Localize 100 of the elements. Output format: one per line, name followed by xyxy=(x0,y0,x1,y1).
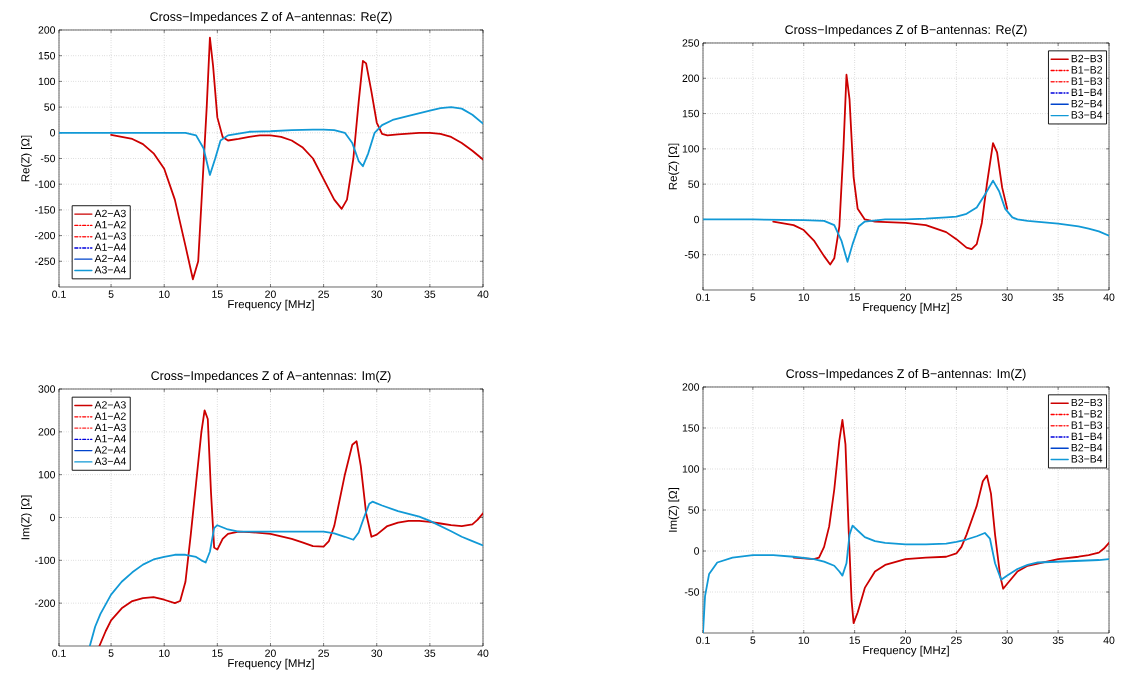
legend-label: A3−A4 xyxy=(94,266,126,274)
y-tick-label: 50 xyxy=(688,180,700,188)
legend-label: B2−B4 xyxy=(1071,99,1103,108)
x-tick-label: 10 xyxy=(159,649,170,657)
x-tick-label: 25 xyxy=(951,293,962,301)
x-tick-label: 15 xyxy=(849,636,860,644)
y-axis-title: Im(Z) [Ω] xyxy=(668,488,680,532)
x-tick-label: 25 xyxy=(318,649,329,657)
x-tick-label: 10 xyxy=(798,636,810,644)
y-tick-label: 300 xyxy=(38,385,56,393)
legend-label: A1−A3 xyxy=(94,232,126,240)
x-tick-label: 35 xyxy=(1052,636,1064,644)
y-tick-label: -200 xyxy=(35,231,56,240)
x-tick-label: 15 xyxy=(212,290,223,298)
y-axis-title: Im(Z) [Ω] xyxy=(21,495,32,540)
y-tick-label: 0 xyxy=(50,513,56,522)
x-tick-label: 0.1 xyxy=(52,290,66,298)
y-tick-label: 150 xyxy=(38,52,56,60)
y-tick-label: -50 xyxy=(40,154,56,163)
y-axis-title: Re(Z) [Ω] xyxy=(668,143,680,190)
x-tick-label: 25 xyxy=(951,636,962,644)
x-tick-label: 5 xyxy=(750,636,756,644)
x-axis-title: Frequency [MHz] xyxy=(863,645,949,657)
x-tick-label: 10 xyxy=(159,290,170,298)
x-tick-label: 40 xyxy=(1103,293,1115,301)
x-tick-label: 40 xyxy=(477,649,489,657)
legend-label: A1−A2 xyxy=(94,221,126,229)
x-tick-label: 40 xyxy=(477,290,489,298)
y-tick-label: 200 xyxy=(682,74,700,82)
y-tick-label: 100 xyxy=(682,145,700,153)
x-tick-label: 30 xyxy=(371,649,383,657)
y-tick-label: 200 xyxy=(682,383,700,391)
x-tick-label: 40 xyxy=(1103,636,1115,644)
y-tick-label: 50 xyxy=(688,506,700,514)
chart-title: Cross−Impedances Z of A−antennas: Im(Z) xyxy=(151,370,391,383)
legend-label: B1−B2 xyxy=(1071,410,1103,418)
x-tick-label: 30 xyxy=(1001,636,1013,644)
x-tick-label: 0.1 xyxy=(696,636,710,644)
y-tick-label: 100 xyxy=(682,465,700,473)
x-tick-label: 35 xyxy=(424,290,436,298)
legend-label: A2−A4 xyxy=(94,254,126,263)
y-axis-title: Re(Z) [Ω] xyxy=(21,135,32,182)
legend-label: A2−A3 xyxy=(94,401,126,409)
legend-label: A1−A3 xyxy=(94,423,126,432)
legend-label: B2−B4 xyxy=(1071,443,1103,452)
x-tick-label: 35 xyxy=(1052,293,1064,301)
legend-label: B1−B3 xyxy=(1071,421,1103,429)
legend-label: B1−B2 xyxy=(1071,66,1103,74)
x-tick-label: 10 xyxy=(798,293,810,301)
x-tick-label: 0.1 xyxy=(52,649,66,657)
x-tick-label: 5 xyxy=(108,649,114,657)
y-tick-label: 250 xyxy=(682,39,700,47)
y-tick-label: -100 xyxy=(35,556,56,565)
legend-label: B1−B4 xyxy=(1071,432,1103,440)
x-tick-label: 30 xyxy=(371,290,383,298)
legend-label: A1−A4 xyxy=(94,243,126,251)
line-series xyxy=(703,179,1110,263)
legend-label: B2−B3 xyxy=(1071,54,1103,63)
x-tick-label: 35 xyxy=(424,649,436,657)
y-tick-label: 150 xyxy=(682,109,700,118)
y-tick-label: -50 xyxy=(684,588,700,596)
x-axis-title: Frequency [MHz] xyxy=(228,658,314,670)
y-tick-label: 0 xyxy=(694,215,700,224)
y-tick-label: 200 xyxy=(38,26,56,34)
y-tick-label: 200 xyxy=(38,428,56,436)
x-axis-title: Frequency [MHz] xyxy=(228,299,314,311)
y-tick-label: -150 xyxy=(35,206,56,214)
legend-label: B1−B4 xyxy=(1071,88,1103,96)
x-tick-label: 0.1 xyxy=(696,293,710,301)
chart-title: Cross−Impedances Z of B−antennas: Im(Z) xyxy=(786,368,1026,381)
y-tick-label: 0 xyxy=(694,547,700,555)
legend-label: A1−A4 xyxy=(94,435,126,443)
line-series xyxy=(792,418,1110,625)
line-series xyxy=(772,73,1009,266)
x-tick-label: 30 xyxy=(1001,293,1013,301)
legend-label: B3−B4 xyxy=(1071,455,1103,463)
y-tick-label: 150 xyxy=(682,424,700,432)
x-tick-label: 20 xyxy=(265,649,276,657)
legend-label: A1−A2 xyxy=(94,412,126,420)
y-tick-label: -50 xyxy=(684,251,700,259)
legend-label: A2−A4 xyxy=(94,446,126,454)
y-tick-label: -100 xyxy=(35,180,56,188)
y-tick-label: -250 xyxy=(35,257,56,266)
y-tick-label: -200 xyxy=(35,599,56,607)
x-tick-label: 5 xyxy=(750,293,756,301)
legend-label: A2−A3 xyxy=(94,209,126,218)
x-axis-title: Frequency [MHz] xyxy=(863,302,949,314)
chart-title: Cross−Impedances Z of A−antennas: Re(Z) xyxy=(150,11,392,24)
legend-label: A3−A4 xyxy=(94,457,126,465)
legend-label: B2−B3 xyxy=(1071,398,1103,407)
x-tick-label: 5 xyxy=(108,290,114,298)
legend-label: B3−B4 xyxy=(1071,111,1103,119)
x-tick-label: 20 xyxy=(900,293,911,301)
x-tick-label: 25 xyxy=(318,290,329,298)
y-tick-label: 100 xyxy=(38,77,56,86)
chart-title: Cross−Impedances Z of B−antennas: Re(Z) xyxy=(785,24,1027,37)
x-tick-label: 15 xyxy=(212,649,223,657)
y-tick-label: 100 xyxy=(38,470,56,479)
x-tick-label: 20 xyxy=(900,636,911,644)
legend-label: B1−B3 xyxy=(1071,77,1103,85)
